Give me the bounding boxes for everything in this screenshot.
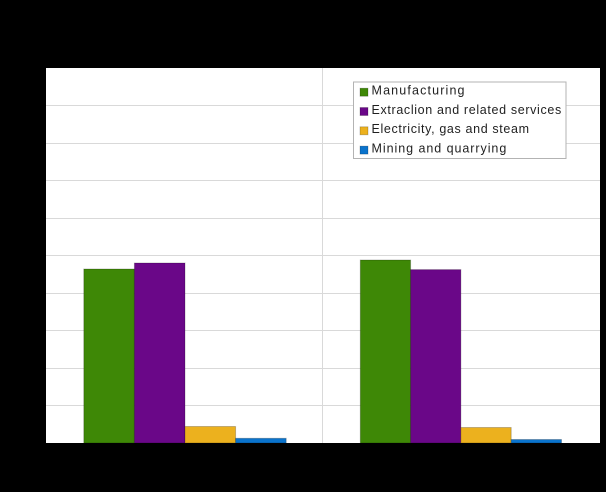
svg-text:Mining and quarrying: Mining and quarrying	[372, 142, 508, 156]
svg-text:Manufacturing: Manufacturing	[372, 84, 466, 98]
svg-text:Extraclion and related service: Extraclion and related services	[372, 103, 562, 117]
svg-text:Electricity, gas and steam: Electricity, gas and steam	[372, 122, 530, 136]
